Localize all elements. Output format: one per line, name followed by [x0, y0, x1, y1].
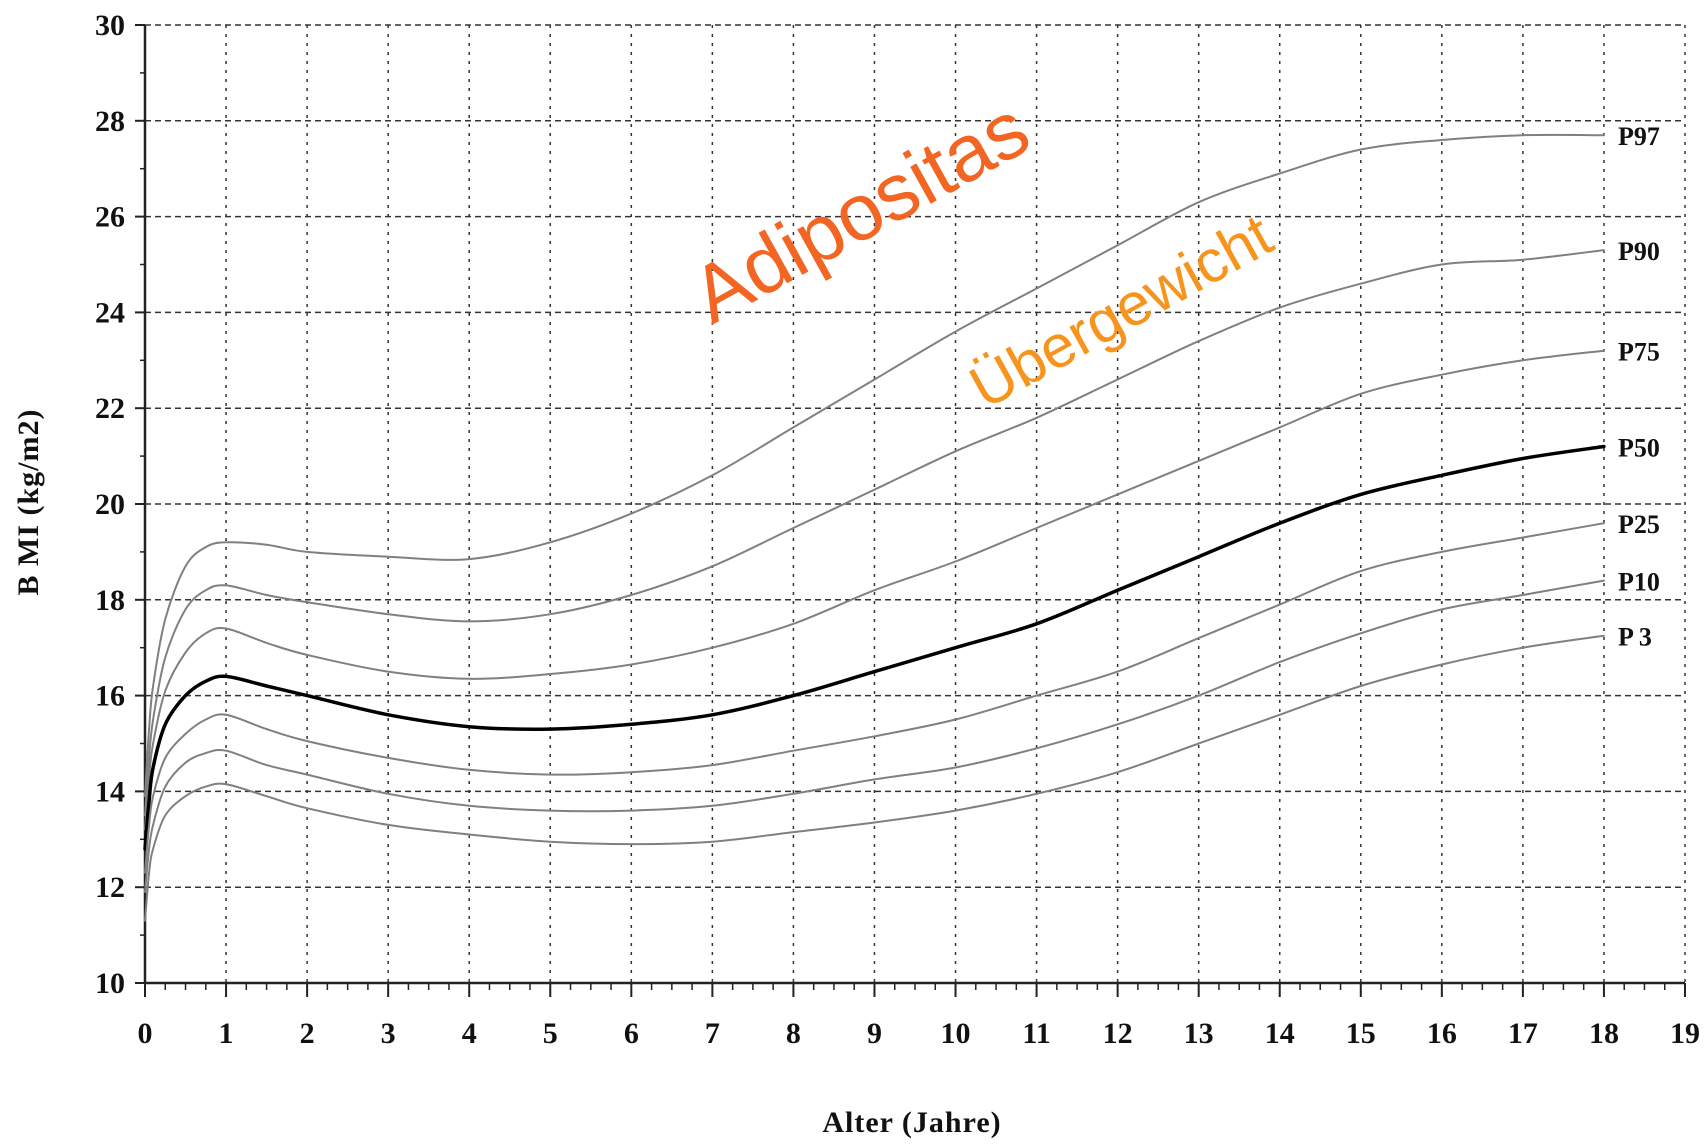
x-tick-label: 16 — [1427, 1017, 1457, 1050]
x-tick-label: 11 — [1022, 1017, 1050, 1050]
y-tick-label: 24 — [95, 296, 125, 329]
series-label-p50: P50 — [1618, 434, 1660, 463]
y-tick-label: 28 — [95, 105, 125, 138]
x-tick-label: 6 — [624, 1017, 639, 1050]
series-line-p25 — [144, 522, 1605, 874]
series-line-p3 — [144, 634, 1605, 922]
series-line-p50 — [143, 444, 1606, 851]
annotation-adipositas: Adipositas — [677, 83, 1043, 340]
x-tick-label: 5 — [543, 1017, 558, 1050]
y-tick-label: 26 — [95, 201, 125, 234]
series-line-p10 — [144, 579, 1605, 893]
x-tick-label: 14 — [1265, 1017, 1295, 1050]
series-line-p97 — [144, 133, 1605, 798]
x-tick-labels: 0 1 2 3 4 5 6 7 8 9 10 11 12 13 14 15 16 17 18 19 — [138, 1017, 1701, 1050]
series-lines — [143, 133, 1606, 922]
series-labels: P97 P90 P75 P50 P25 P10 P 3 — [1618, 122, 1660, 652]
x-axis-label: Alter (Jahre) — [822, 1106, 1001, 1139]
series-label-p3: P 3 — [1618, 623, 1652, 652]
x-tick-label: 13 — [1184, 1017, 1214, 1050]
x-tick-label: 3 — [381, 1017, 396, 1050]
x-tick-label: 2 — [300, 1017, 315, 1050]
series-label-p90: P90 — [1618, 237, 1660, 266]
x-tick-label: 7 — [705, 1017, 720, 1050]
x-tick-label: 18 — [1589, 1017, 1619, 1050]
x-tick-label: 10 — [941, 1017, 971, 1050]
x-tick-label: 9 — [867, 1017, 882, 1050]
y-tick-label: 22 — [95, 392, 125, 425]
x-tick-label: 0 — [138, 1017, 153, 1050]
x-tick-label: 12 — [1103, 1017, 1133, 1050]
y-tick-labels: 10 12 14 16 18 20 22 24 26 28 30 — [95, 9, 125, 1000]
x-tick-label: 4 — [462, 1017, 477, 1050]
x-tick-label: 15 — [1346, 1017, 1376, 1050]
series-line-p75 — [144, 349, 1605, 831]
x-tick-label: 1 — [219, 1017, 234, 1050]
y-axis-label: B MI (kg/m2) — [12, 409, 45, 596]
y-tick-label: 30 — [95, 9, 125, 42]
series-label-p25: P25 — [1618, 510, 1660, 539]
x-tick-label: 19 — [1670, 1017, 1700, 1050]
y-tick-label: 20 — [95, 488, 125, 521]
y-tick-label: 18 — [95, 584, 125, 617]
y-tick-label: 10 — [95, 967, 125, 1000]
series-line-p90 — [144, 249, 1605, 817]
x-tick-label: 8 — [786, 1017, 801, 1050]
x-tick-label: 17 — [1508, 1017, 1538, 1050]
y-tick-label: 12 — [95, 871, 125, 904]
series-label-p75: P75 — [1618, 338, 1660, 367]
series-label-p10: P10 — [1618, 568, 1660, 597]
grid — [145, 24, 1686, 983]
y-tick-label: 16 — [95, 680, 125, 713]
series-label-p97: P97 — [1618, 122, 1660, 151]
y-tick-label: 14 — [95, 775, 125, 808]
annotation-uebergewicht: Übergewicht — [959, 201, 1283, 421]
